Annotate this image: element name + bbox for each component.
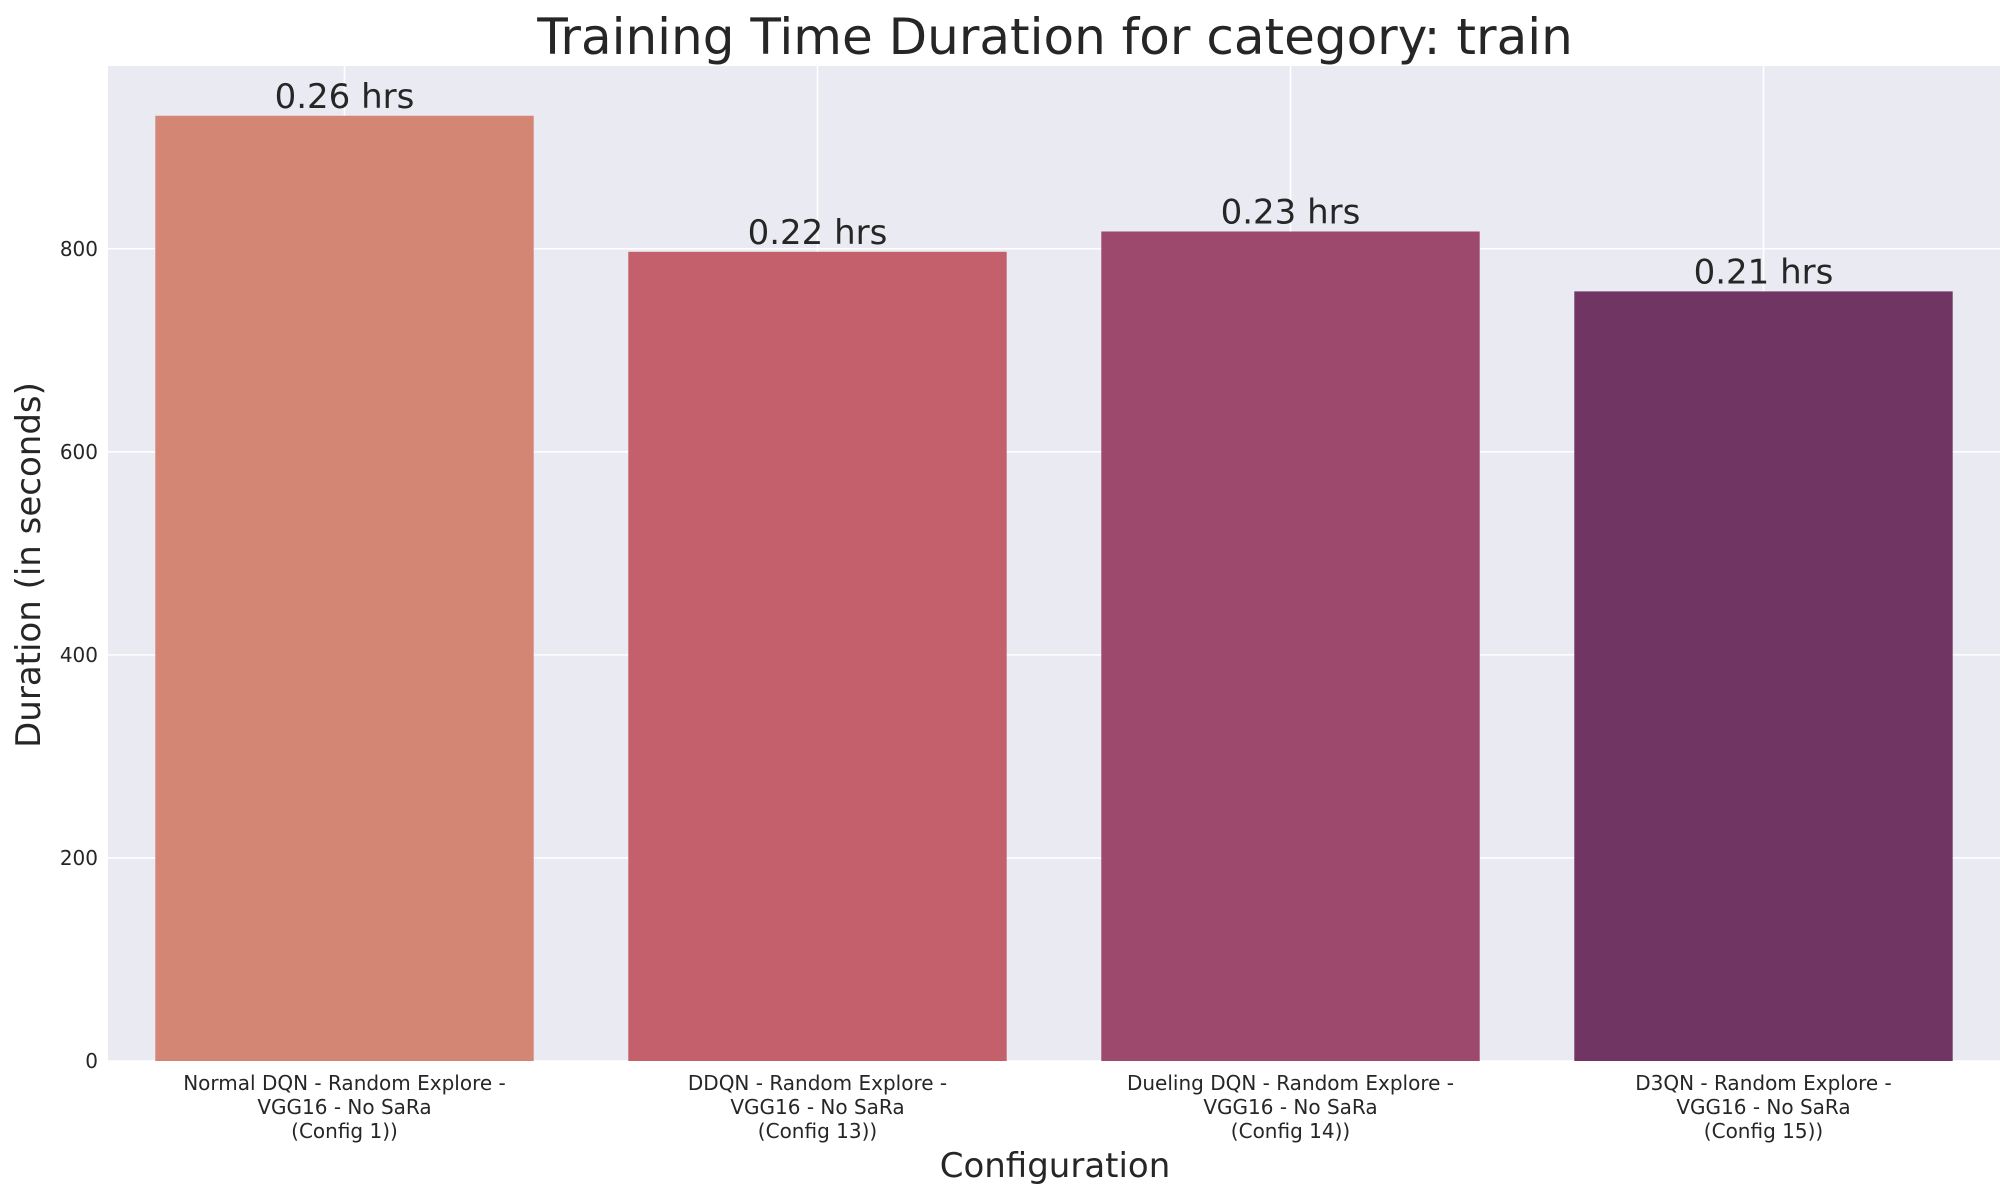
data-label: 0.23 hrs bbox=[1221, 192, 1361, 232]
data-labels: 0.26 hrs 0.22 hrs 0.23 hrs 0.21 hrs bbox=[275, 77, 1834, 293]
bar bbox=[155, 115, 534, 1061]
bar bbox=[1574, 291, 1953, 1061]
x-tick-label: DDQN - Random Explore -VGG16 - No SaRa (C… bbox=[688, 1071, 947, 1143]
x-tick-label: Dueling DQN - Random Explore -VGG16 - No… bbox=[1127, 1071, 1454, 1143]
bars bbox=[155, 115, 1953, 1062]
y-tick-label: 800 bbox=[60, 237, 98, 261]
y-tick-label: 200 bbox=[60, 846, 98, 870]
data-label: 0.21 hrs bbox=[1694, 252, 1834, 292]
y-tick-label: 0 bbox=[85, 1049, 98, 1073]
bar bbox=[1101, 231, 1480, 1062]
x-axis-label: Configuration bbox=[940, 1146, 1171, 1186]
x-axis-ticks: Normal DQN - Random Explore -VGG16 - No … bbox=[183, 1071, 1892, 1143]
y-tick-label: 400 bbox=[60, 643, 98, 667]
y-axis-ticks: 0 200 400 600 800 bbox=[60, 237, 98, 1073]
x-tick-label: Normal DQN - Random Explore -VGG16 - No … bbox=[183, 1071, 506, 1143]
data-label: 0.26 hrs bbox=[275, 77, 415, 117]
y-axis-label: Duration (in seconds) bbox=[9, 382, 49, 748]
chart-title: Training Time Duration for category: tra… bbox=[536, 8, 1573, 66]
data-label: 0.22 hrs bbox=[748, 213, 888, 253]
y-tick-label: 600 bbox=[60, 440, 98, 464]
bar bbox=[628, 251, 1007, 1061]
x-tick-label: D3QN - Random Explore -VGG16 - No SaRa (C… bbox=[1635, 1071, 1892, 1143]
